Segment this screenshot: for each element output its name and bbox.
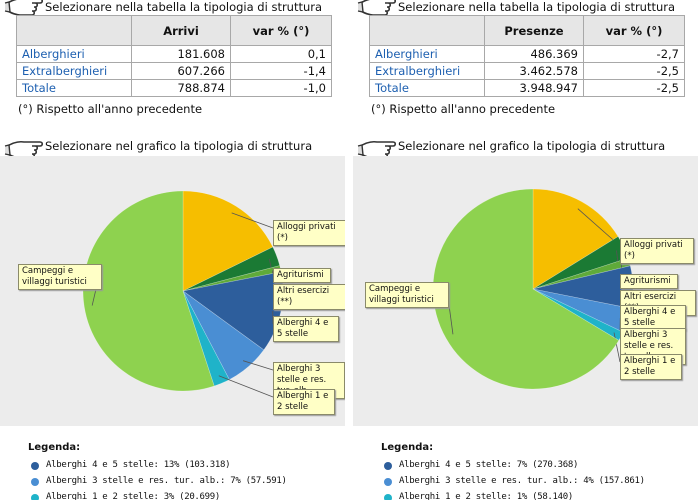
header-row: Arrivi var % (°) xyxy=(16,15,332,46)
header-cell: var % (°) xyxy=(230,15,332,46)
callout-label[interactable]: Alloggi privati (*) xyxy=(620,238,694,264)
table-instruction: Selezionare nella tabella la tipologia d… xyxy=(398,0,676,14)
callout-label[interactable]: Agriturismi xyxy=(273,268,331,283)
callout-label[interactable]: Alberghi 4 e 5 stelle xyxy=(273,316,339,342)
legend-marker xyxy=(384,478,392,486)
hand-cuff xyxy=(4,144,11,156)
legend-marker xyxy=(384,462,392,470)
legend-item: Alberghi 4 e 5 stelle: 13% (103.318) xyxy=(31,460,231,470)
header-cell xyxy=(16,15,132,46)
leader-line xyxy=(242,360,274,371)
cell: 788.874 xyxy=(131,79,231,97)
pie-slice[interactable] xyxy=(82,190,215,392)
pie-slice[interactable] xyxy=(182,246,281,292)
cell: -2,5 xyxy=(583,62,685,80)
cell: -1,0 xyxy=(230,79,332,97)
cell: 3.948.947 xyxy=(484,79,584,97)
leader-line xyxy=(218,375,274,398)
callout-label[interactable]: Alberghi 1 e 2 stelle xyxy=(273,389,335,415)
pie-chart xyxy=(432,188,634,390)
table-instruction: Selezionare nella tabella la tipologia d… xyxy=(45,0,323,14)
chart-area: Alloggi privati (*) Agriturismi Altri eser… xyxy=(353,156,698,426)
legend-title: Legenda: xyxy=(381,442,434,453)
cell: 486.369 xyxy=(484,45,584,63)
hand-shape xyxy=(5,0,44,16)
hand-cuff xyxy=(4,1,11,13)
table-row: Alberghieri 486.369 -2,7 xyxy=(369,45,685,63)
header-cell: Arrivi xyxy=(131,15,231,46)
legend-item: Alberghi 3 stelle e res. tur. alb.: 4% (… xyxy=(384,476,645,486)
legend-item: Alberghi 3 stelle e res. tur. alb.: 7% (… xyxy=(31,476,287,486)
hand-icon xyxy=(4,140,44,159)
cell: 181.608 xyxy=(131,45,231,63)
cell: -2,7 xyxy=(583,45,685,63)
callout-label[interactable]: Campeggi e villaggi turistici xyxy=(18,264,102,290)
callout-label[interactable]: Agriturismi xyxy=(620,274,678,289)
legend: Legenda: Alberghi 4 e 5 stelle: 7% (270.3… xyxy=(353,430,698,500)
data-table: Arrivi var % (°) Alberghieri 181.608 0,1 Extr… xyxy=(16,15,332,97)
legend-item: Alberghi 1 e 2 stelle: 1% (58.140) xyxy=(384,492,573,500)
table-row: Extralberghieri 3.462.578 -2,5 xyxy=(369,62,685,80)
leader-line xyxy=(231,212,274,229)
row-link[interactable]: Totale xyxy=(369,79,485,97)
pie-slice[interactable] xyxy=(532,188,619,290)
cell: 0,1 xyxy=(230,45,332,63)
pie-slice[interactable] xyxy=(432,188,620,390)
hand-cuff xyxy=(357,1,364,13)
legend-marker xyxy=(31,494,39,500)
row-link[interactable]: Totale xyxy=(16,79,132,97)
header-cell xyxy=(369,15,485,46)
callout-label[interactable]: Alloggi privati (*) xyxy=(273,220,345,246)
cell: 607.266 xyxy=(131,62,231,80)
legend: Legenda: Alberghi 4 e 5 stelle: 13% (103.… xyxy=(0,430,345,500)
legend-marker xyxy=(31,478,39,486)
data-table: Presenze var % (°) Alberghieri 486.369 -2,7 E… xyxy=(369,15,685,97)
header-cell: Presenze xyxy=(484,15,584,46)
legend-marker xyxy=(31,462,39,470)
cell: 3.462.578 xyxy=(484,62,584,80)
cell: -2,5 xyxy=(583,79,685,97)
legend-item: Alberghi 4 e 5 stelle: 7% (270.368) xyxy=(384,460,578,470)
hand-cuff xyxy=(357,144,364,156)
callout-label[interactable]: Campeggi e villaggi turistici xyxy=(365,282,449,308)
table-row: Alberghieri 181.608 0,1 xyxy=(16,45,332,63)
pie-chart xyxy=(82,190,284,398)
row-link[interactable]: Extralberghieri xyxy=(16,62,132,80)
hand-shape xyxy=(358,0,397,16)
table-row: Extralberghieri 607.266 -1,4 xyxy=(16,62,332,80)
panel: Selezionare nella tabella la tipologia d… xyxy=(0,0,345,500)
table-row: Totale 3.948.947 -2,5 xyxy=(369,79,685,97)
header-cell: var % (°) xyxy=(583,15,685,46)
note: (°) Rispetto all'anno precedente xyxy=(371,102,556,116)
cell: -1,4 xyxy=(230,62,332,80)
panel: Selezionare nella tabella la tipologia d… xyxy=(353,0,698,500)
legend-title: Legenda: xyxy=(28,442,81,453)
legend-item: Alberghi 1 e 2 stelle: 3% (20.699) xyxy=(31,492,220,500)
row-link[interactable]: Extralberghieri xyxy=(369,62,485,80)
chart-area: Alloggi privati (*) Agriturismi Altri eser… xyxy=(0,156,345,426)
row-link[interactable]: Alberghieri xyxy=(369,45,485,63)
callout-label[interactable]: Altri esercizi (**) xyxy=(273,284,345,310)
chart-instruction: Selezionare nel grafico la tipologia di … xyxy=(398,139,666,153)
note: (°) Rispetto all'anno precedente xyxy=(18,102,203,116)
callout-label[interactable]: Alberghi 1 e 2 stelle xyxy=(620,354,682,380)
leader-line xyxy=(613,332,621,363)
chart-instruction: Selezionare nel grafico la tipologia di … xyxy=(45,139,313,153)
pie-slice[interactable] xyxy=(182,190,274,292)
legend-marker xyxy=(384,494,392,500)
table-row: Totale 788.874 -1,0 xyxy=(16,79,332,97)
header-row: Presenze var % (°) xyxy=(369,15,685,46)
row-link[interactable]: Alberghieri xyxy=(16,45,132,63)
